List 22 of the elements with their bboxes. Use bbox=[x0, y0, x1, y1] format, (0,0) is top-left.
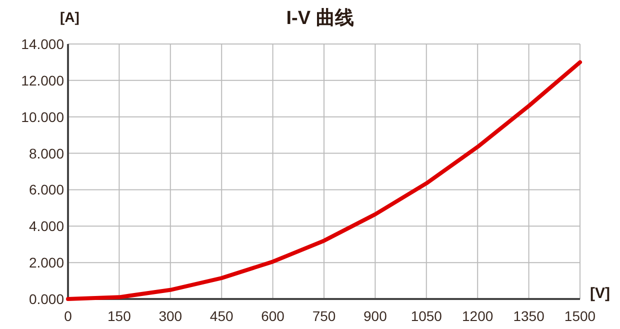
x-tick-label: 750 bbox=[312, 308, 336, 324]
y-tick-label: 2.000 bbox=[28, 254, 64, 271]
chart-title: I-V 曲线 bbox=[286, 7, 354, 29]
x-tick-label: 1350 bbox=[513, 308, 545, 324]
y-tick-label: 12.000 bbox=[21, 72, 64, 88]
y-tick-label: 10.000 bbox=[21, 108, 64, 125]
x-tick-label: 150 bbox=[108, 308, 132, 324]
y-tick-label: 4.000 bbox=[28, 218, 64, 234]
x-tick-label: 1500 bbox=[564, 308, 596, 324]
y-tick-label: 0.000 bbox=[28, 291, 64, 307]
y-tick-label: 6.000 bbox=[28, 182, 64, 198]
x-tick-label: 0 bbox=[64, 308, 72, 324]
x-tick-label: 900 bbox=[364, 308, 388, 324]
x-tick-label: 1200 bbox=[462, 308, 494, 324]
x-tick-label: 1050 bbox=[410, 308, 442, 324]
y-axis-title: [A] bbox=[60, 9, 80, 25]
y-tick-label: 8.000 bbox=[28, 145, 64, 162]
x-tick-label: 450 bbox=[210, 308, 234, 324]
x-axis-title: [V] bbox=[590, 285, 610, 302]
x-tick-label: 600 bbox=[261, 308, 285, 324]
x-tick-label: 300 bbox=[158, 308, 182, 324]
y-tick-label: 14.000 bbox=[21, 36, 64, 52]
